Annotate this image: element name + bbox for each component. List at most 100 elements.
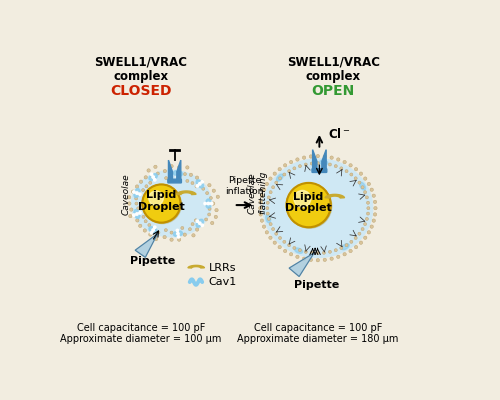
Circle shape — [142, 184, 180, 223]
Circle shape — [370, 225, 374, 228]
Ellipse shape — [174, 170, 182, 176]
Circle shape — [201, 180, 203, 183]
Circle shape — [364, 177, 367, 180]
Circle shape — [145, 185, 148, 188]
Circle shape — [336, 255, 340, 258]
Circle shape — [284, 164, 287, 167]
Circle shape — [178, 236, 180, 238]
Circle shape — [293, 167, 296, 170]
Circle shape — [284, 249, 287, 253]
Circle shape — [154, 226, 156, 228]
Circle shape — [330, 156, 334, 159]
Circle shape — [136, 219, 139, 222]
Circle shape — [154, 165, 157, 168]
Ellipse shape — [276, 174, 283, 181]
Circle shape — [316, 162, 320, 165]
Circle shape — [316, 258, 320, 262]
Circle shape — [290, 252, 293, 256]
Circle shape — [366, 217, 368, 220]
Circle shape — [310, 251, 314, 254]
Circle shape — [278, 177, 281, 180]
Circle shape — [350, 240, 353, 243]
Circle shape — [210, 221, 214, 225]
Circle shape — [128, 196, 131, 199]
Circle shape — [370, 188, 374, 191]
Ellipse shape — [320, 160, 328, 165]
Ellipse shape — [294, 248, 303, 253]
Ellipse shape — [196, 219, 203, 227]
Circle shape — [195, 185, 198, 188]
Circle shape — [260, 219, 264, 222]
Circle shape — [266, 201, 269, 204]
Circle shape — [176, 175, 178, 178]
Circle shape — [274, 232, 278, 235]
Circle shape — [298, 249, 302, 252]
Circle shape — [204, 202, 208, 205]
Circle shape — [143, 229, 146, 232]
Ellipse shape — [360, 182, 366, 190]
Circle shape — [278, 246, 281, 249]
Circle shape — [343, 160, 346, 164]
Circle shape — [136, 212, 138, 215]
Polygon shape — [289, 253, 314, 276]
Circle shape — [206, 192, 208, 195]
Circle shape — [328, 250, 332, 253]
Polygon shape — [176, 191, 196, 194]
Circle shape — [186, 166, 189, 169]
Circle shape — [176, 173, 180, 176]
Text: complex: complex — [306, 70, 361, 83]
Circle shape — [170, 172, 173, 175]
Ellipse shape — [174, 231, 182, 236]
Circle shape — [259, 213, 262, 216]
Circle shape — [269, 236, 272, 240]
Circle shape — [212, 189, 216, 192]
Circle shape — [170, 164, 173, 168]
Circle shape — [278, 168, 281, 171]
Circle shape — [196, 185, 198, 187]
Circle shape — [340, 246, 343, 250]
Ellipse shape — [263, 159, 372, 258]
Circle shape — [278, 236, 281, 240]
Circle shape — [144, 220, 147, 223]
Circle shape — [265, 182, 268, 186]
Circle shape — [304, 163, 308, 166]
Circle shape — [262, 188, 266, 191]
Text: Lipid
Droplet: Lipid Droplet — [138, 190, 185, 212]
Circle shape — [200, 180, 203, 184]
Text: Pipette
inflation: Pipette inflation — [225, 176, 264, 196]
Text: Approximate diameter = 180 μm: Approximate diameter = 180 μm — [237, 334, 398, 344]
Circle shape — [334, 249, 338, 252]
Circle shape — [140, 180, 142, 183]
Circle shape — [128, 214, 132, 218]
Text: complex: complex — [113, 70, 168, 83]
Circle shape — [296, 158, 299, 161]
Text: Caveolae: Caveolae — [122, 174, 130, 215]
Circle shape — [288, 244, 290, 247]
Circle shape — [156, 172, 160, 175]
Circle shape — [164, 228, 168, 232]
Ellipse shape — [266, 214, 270, 223]
Circle shape — [366, 201, 370, 204]
Circle shape — [336, 158, 340, 161]
Circle shape — [268, 196, 270, 199]
Circle shape — [176, 229, 178, 232]
Circle shape — [144, 176, 148, 179]
Circle shape — [360, 172, 362, 175]
Circle shape — [372, 194, 376, 197]
Circle shape — [147, 169, 150, 172]
Circle shape — [196, 228, 199, 231]
Circle shape — [142, 188, 144, 192]
Circle shape — [350, 173, 353, 176]
Circle shape — [302, 257, 306, 260]
Ellipse shape — [196, 180, 203, 188]
Circle shape — [192, 234, 195, 237]
Circle shape — [268, 217, 270, 220]
Text: Cell capacitance = 100 pF: Cell capacitance = 100 pF — [76, 323, 205, 333]
Circle shape — [366, 212, 370, 215]
FancyBboxPatch shape — [168, 179, 181, 183]
Circle shape — [142, 215, 145, 218]
Circle shape — [349, 164, 352, 167]
Circle shape — [323, 155, 326, 158]
Circle shape — [198, 183, 201, 185]
Circle shape — [310, 162, 314, 165]
